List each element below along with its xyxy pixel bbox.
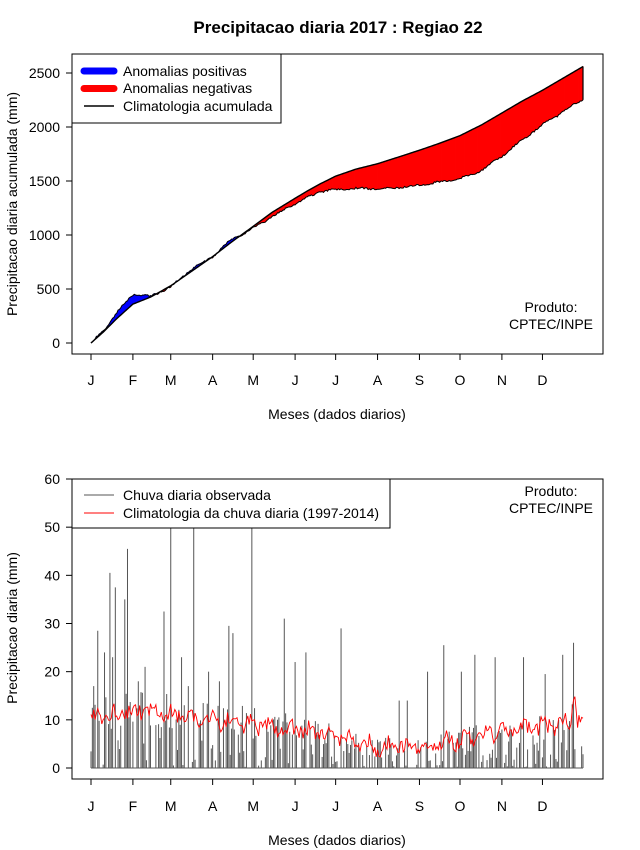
y-axis-label-bottom: Precipitacao diaria (mm) (4, 552, 20, 704)
legend-box-bottom (71, 478, 391, 529)
x-tick-label: F (129, 372, 138, 388)
y-tick-label: 10 (44, 712, 60, 728)
y-tick-label: 60 (44, 471, 60, 487)
y-tick-label: 40 (44, 567, 60, 583)
y-tick-label: 20 (44, 664, 60, 680)
product-note-line2-top: CPTEC/INPE (509, 316, 593, 332)
x-tick-label: J (292, 798, 299, 814)
x-tick-label: J (332, 798, 339, 814)
x-tick-label: D (537, 798, 547, 814)
x-tick-label: S (415, 798, 424, 814)
x-tick-label: O (455, 798, 466, 814)
chart-title: Precipitacao diaria 2017 : Regiao 22 (193, 18, 482, 37)
y-axis-bottom: 0 10 20 30 40 50 60 (44, 471, 73, 776)
y-tick-label: 50 (44, 519, 60, 535)
legend-label-observed: Chuva diaria observada (123, 487, 271, 503)
legend-label-positive: Anomalias positivas (123, 63, 247, 79)
x-tick-label: M (165, 798, 177, 814)
legend-label-negative: Anomalias negativas (123, 80, 252, 96)
legend-label-climatology: Climatologia acumulada (123, 98, 273, 114)
x-tick-label: A (208, 372, 218, 388)
x-tick-label: M (247, 372, 259, 388)
y-tick-label: 2000 (29, 119, 60, 135)
y-tick-label: 500 (37, 281, 61, 297)
x-tick-label: O (455, 372, 466, 388)
x-tick-label: S (415, 372, 424, 388)
x-tick-label: A (373, 372, 383, 388)
y-tick-label: 2500 (29, 65, 60, 81)
climatology-daily-line (90, 696, 584, 758)
y-axis-top: 0 500 1000 1500 2000 2500 (29, 65, 73, 351)
legend-top: Anomalias positivas Anomalias negativas … (71, 53, 282, 124)
x-tick-label: A (208, 798, 218, 814)
x-tick-label: M (165, 372, 177, 388)
y-tick-label: 30 (44, 616, 60, 632)
x-tick-label: N (497, 798, 507, 814)
y-tick-label: 1500 (29, 173, 60, 189)
x-axis-label-top: Meses (dados diarios) (268, 406, 406, 422)
observed-daily-bars (90, 488, 584, 769)
y-tick-label: 0 (52, 760, 60, 776)
y-tick-label: 0 (52, 335, 60, 351)
x-tick-label: D (537, 372, 547, 388)
x-tick-label: J (292, 372, 299, 388)
y-tick-label: 1000 (29, 227, 60, 243)
product-note-line1-top: Produto: (525, 299, 578, 315)
accumulated-chart: 0 500 1000 1500 2000 2500 J F M A M J J A S O N D Precip… (4, 53, 604, 422)
x-tick-label: J (88, 372, 95, 388)
accumulated-lines (90, 65, 584, 344)
climatology-accumulated-line (90, 65, 584, 344)
x-tick-label: J (88, 798, 95, 814)
x-tick-label: M (247, 798, 259, 814)
climatology-daily-path (90, 696, 584, 758)
y-axis-label-top: Precipitacao diaria acumulada (mm) (4, 92, 20, 316)
legend-bottom: Chuva diaria observada Climatologia da c… (71, 478, 391, 529)
daily-chart: 0 10 20 30 40 50 60 J F M A M J J A S O N D Precipitacao … (4, 471, 604, 848)
product-note-line2-bottom: CPTEC/INPE (509, 500, 593, 516)
x-tick-label: F (129, 798, 138, 814)
x-tick-label: N (497, 372, 507, 388)
x-axis-label-bottom: Meses (dados diarios) (268, 832, 406, 848)
product-note-line1-bottom: Produto: (525, 483, 578, 499)
x-tick-label: A (373, 798, 383, 814)
legend-label-climatology-daily: Climatologia da chuva diaria (1997-2014) (123, 505, 379, 521)
x-tick-label: J (332, 372, 339, 388)
